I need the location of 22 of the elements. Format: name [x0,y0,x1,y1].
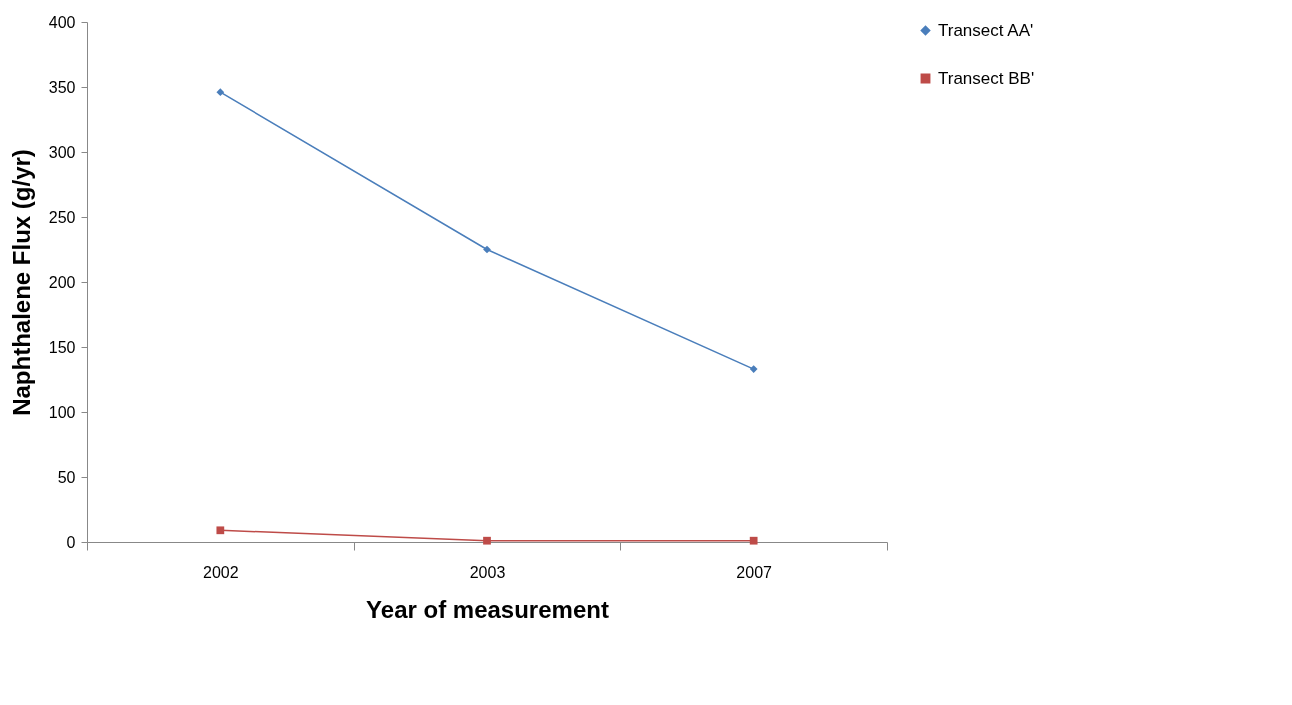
x-axis-title: Year of measurement [366,595,609,623]
y-tick-label: 0 [66,533,76,551]
y-tick-label: 50 [57,468,76,486]
x-tick-label: 2003 [469,563,506,581]
y-tick-label: 300 [48,143,76,161]
x-tick-label: 2007 [736,563,773,581]
y-tick-label: 400 [48,13,76,31]
x-tick-label: 2002 [203,563,239,581]
point [483,245,491,254]
y-tick-label: 250 [48,208,76,226]
point [483,536,491,545]
y-axis-title: Naphthalene Flux (g/yr) [7,149,35,416]
y-tick-label: 350 [48,78,76,96]
legend-label: Transect AA' [938,20,1034,40]
y-tick-label: 200 [48,273,76,291]
point [216,88,225,97]
legend-label: Transect BB' [938,68,1035,88]
y-tick-label: 100 [48,403,76,421]
y-tick-label: 150 [48,338,76,356]
point [216,526,225,535]
point [749,365,758,373]
point [749,536,758,545]
